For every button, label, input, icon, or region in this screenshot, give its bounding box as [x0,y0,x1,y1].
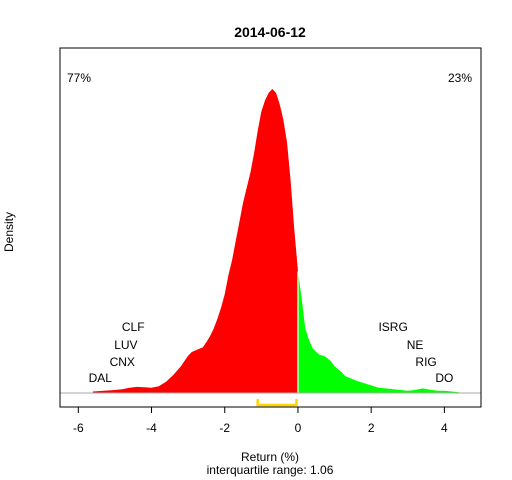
ticker-label: ISRG [378,320,407,334]
chart-title: 2014-06-12 [234,24,306,40]
x-axis-label: Return (%) [241,450,299,464]
ticker-label: NE [407,338,424,352]
ticker-label: RIG [415,355,436,369]
x-tick-label: 2 [368,421,375,435]
interquartile-range-label: interquartile range: 1.06 [207,463,334,477]
ticker-label: DO [435,371,453,385]
x-tick-label: 0 [295,421,302,435]
x-axis: -6 -4 -2 0 2 4 [73,407,448,435]
x-tick-label: -4 [146,421,157,435]
y-axis-label: Density [2,212,16,252]
density-areas [93,89,459,393]
interquartile-range-bracket [258,399,297,405]
x-tick-label: 4 [441,421,448,435]
right-percentage-label: 23% [448,71,472,85]
ticker-label: CNX [110,355,135,369]
x-tick-label: -2 [219,421,230,435]
left-percentage-label: 77% [67,71,91,85]
ticker-label: CLF [122,320,145,334]
x-tick-label: -6 [73,421,84,435]
ticker-label: DAL [89,371,113,385]
ticker-label: LUV [114,338,137,352]
